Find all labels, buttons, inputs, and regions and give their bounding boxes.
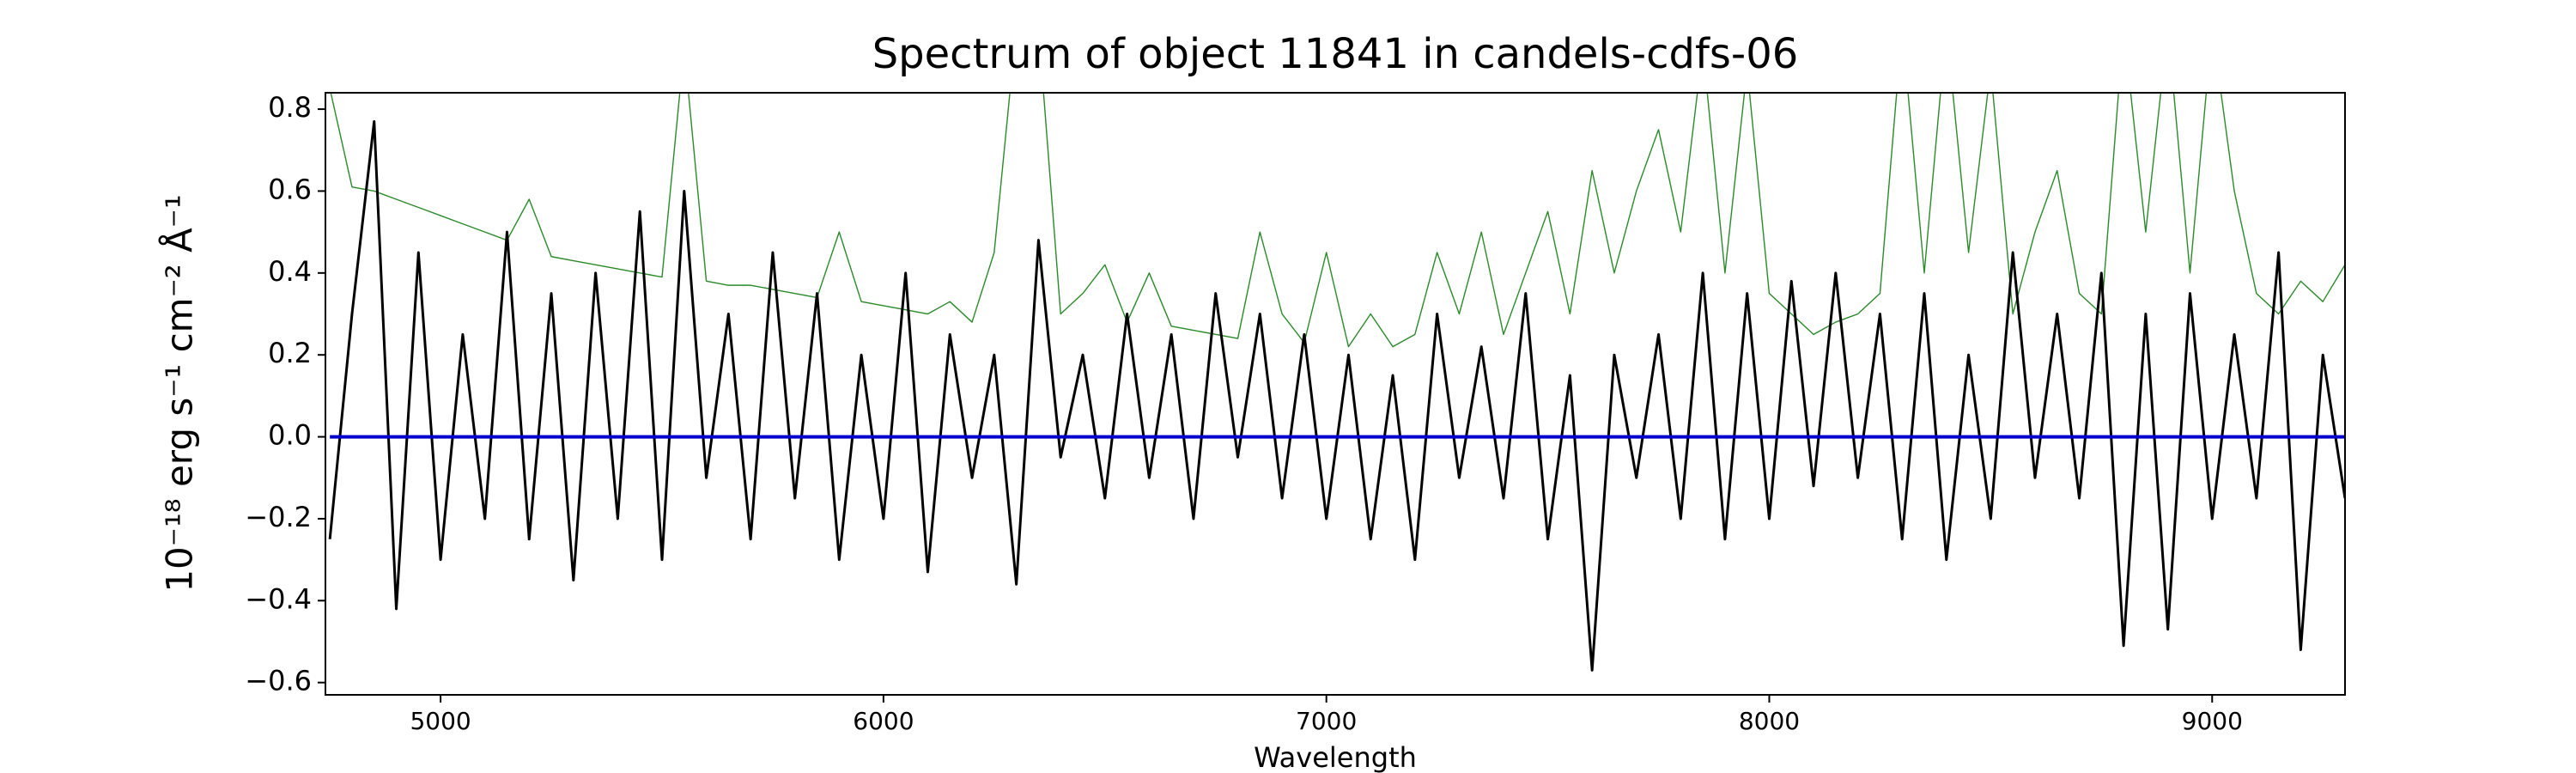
y-tick-label: −0.6 [245, 665, 312, 697]
x-tick-label: 8000 [1739, 707, 1800, 735]
x-tick-label: 7000 [1296, 707, 1357, 735]
y-tick-label: 0.8 [268, 91, 312, 124]
series-line [328, 119, 2345, 672]
plot-frame [325, 92, 2346, 696]
y-axis-label: 10⁻¹⁸ erg s⁻¹ cm⁻² Å⁻¹ [158, 194, 201, 592]
x-tick-label: 9000 [2182, 707, 2243, 735]
y-tick-label: 0.0 [268, 419, 312, 452]
x-axis-label: Wavelength [1254, 741, 1417, 773]
y-tick-label: 0.2 [268, 337, 312, 369]
series-line [330, 93, 2345, 348]
x-tick-label: 6000 [853, 707, 914, 735]
y-tick-label: 0.4 [268, 255, 312, 288]
y-tick-label: −0.2 [245, 501, 312, 533]
chart-title: Spectrum of object 11841 in candels-cdfs… [872, 30, 1799, 78]
y-tick-label: 0.6 [268, 173, 312, 205]
plot-area [328, 93, 2345, 672]
x-tick-label: 5000 [410, 707, 471, 735]
y-tick-label: −0.4 [245, 582, 312, 615]
